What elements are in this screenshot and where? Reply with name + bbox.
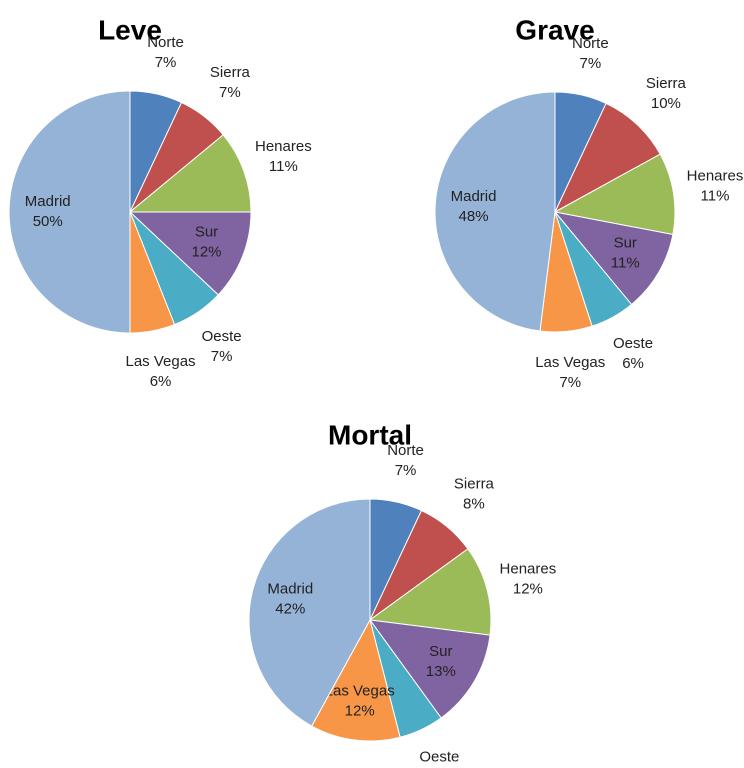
slice-value: 11%: [611, 255, 640, 272]
slice-value: 6%: [150, 373, 172, 390]
slice-label: Norte: [387, 442, 424, 459]
pie-slice: [128, 134, 252, 213]
slice-value: 6%: [622, 355, 644, 372]
pie-slice: [128, 211, 252, 296]
slice-value: 48%: [459, 208, 489, 225]
pie-slice: [368, 548, 492, 636]
slice-label: Las Vegas: [126, 353, 196, 370]
pie-slice: [8, 90, 131, 334]
slice-value: 12%: [191, 243, 221, 260]
slice-value: 12%: [345, 703, 375, 720]
slice-label: Henares: [255, 138, 312, 155]
slice-label: Oeste: [613, 335, 653, 352]
chart-title: Mortal: [328, 419, 412, 450]
slice-label: Las Vegas: [325, 683, 395, 700]
pie-slice: [553, 211, 674, 306]
slice-label: Sur: [429, 643, 452, 660]
chart-title: Grave: [515, 14, 594, 45]
slice-label: Madrid: [267, 581, 313, 598]
slice-label: Norte: [147, 34, 184, 51]
slice-label: Sur: [614, 235, 637, 252]
slice-label: Sierra: [210, 64, 251, 81]
slice-value: 8%: [463, 495, 485, 512]
slice-label: Henares: [687, 168, 744, 185]
slice-label: Henares: [500, 560, 557, 577]
slice-value: 11%: [701, 188, 730, 205]
slice-value: 7%: [395, 462, 417, 479]
pie-slice: [553, 153, 676, 236]
slice-value: 50%: [33, 213, 63, 230]
slice-label: Oeste: [419, 748, 459, 765]
pie-slice: [311, 618, 401, 742]
slice-value: 7%: [579, 55, 601, 72]
slice-label: Sierra: [454, 475, 495, 492]
slice-label: Sierra: [646, 75, 687, 92]
slice-label: Las Vegas: [535, 354, 605, 371]
pie-slice: [434, 91, 556, 332]
slice-value: 11%: [269, 158, 298, 175]
slice-label: Sur: [195, 223, 218, 240]
slice-value: 7%: [211, 348, 233, 365]
slice-value: 12%: [513, 580, 543, 597]
slice-label: Oeste: [202, 328, 242, 345]
slice-value: 7%: [219, 84, 241, 101]
pie-slice: [368, 619, 491, 719]
slice-value: 7%: [559, 374, 581, 391]
slice-value: 7%: [155, 54, 177, 71]
slice-value: 42%: [275, 601, 305, 618]
pie-slice: [553, 102, 661, 214]
slice-value: 13%: [426, 663, 456, 680]
slice-label: Norte: [572, 35, 609, 52]
slice-value: 10%: [651, 95, 681, 112]
slice-label: Madrid: [25, 193, 71, 210]
slice-label: Madrid: [451, 188, 497, 205]
pie-slice: [248, 498, 371, 727]
chart-title: Leve: [98, 14, 162, 45]
